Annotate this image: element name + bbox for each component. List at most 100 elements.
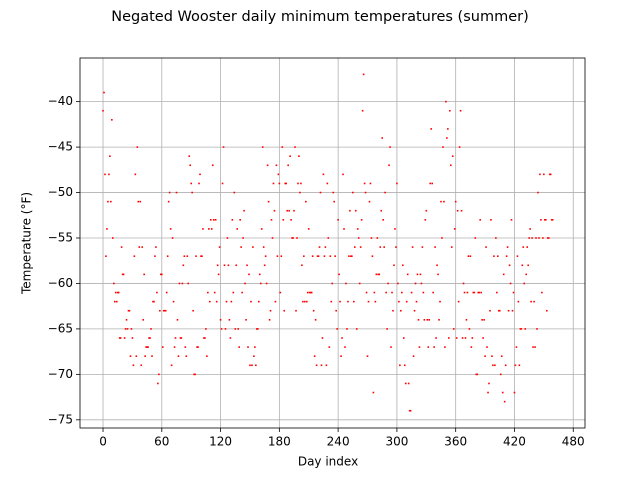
point [305,200,307,203]
point [380,209,383,212]
point [353,300,355,303]
point [251,364,253,367]
point [500,355,503,357]
point [118,337,121,339]
point [539,173,541,176]
point [120,246,123,248]
point [283,309,286,312]
point [440,200,442,203]
point [356,228,359,230]
point [544,219,546,221]
point [445,100,447,103]
point [439,300,441,303]
point [340,355,342,357]
point [243,209,245,212]
point [324,246,327,248]
point [222,146,225,148]
point [156,291,158,294]
point [117,291,120,294]
point [237,328,240,330]
point [508,264,511,267]
point [548,173,551,176]
point [466,291,469,294]
point [409,409,412,412]
point [125,319,128,321]
point [482,337,484,339]
point [207,291,209,294]
point [473,291,476,294]
point [419,273,422,276]
point [122,273,125,276]
point [519,328,522,330]
point [435,337,437,339]
point [128,309,131,312]
point [185,355,188,357]
point [343,228,345,230]
point [400,309,402,312]
point [254,346,256,348]
point [426,319,429,321]
point [263,264,266,267]
point [246,264,248,267]
point [369,182,372,185]
point [240,246,242,248]
point [109,155,111,157]
point [291,237,293,239]
point [189,164,192,167]
point [472,291,475,294]
point [412,355,415,357]
point [547,237,550,239]
point [112,237,114,239]
point [446,137,448,139]
point [236,228,239,230]
point [309,291,312,294]
point [474,237,477,239]
point [513,391,516,394]
x-tick-label: 60 [154,435,169,449]
point [504,364,507,367]
point [485,246,487,248]
point [486,346,488,348]
point [181,282,184,285]
point [518,364,521,367]
point [245,319,247,321]
point [274,300,277,303]
point [268,319,271,321]
point [130,328,133,330]
point [346,328,348,330]
point [441,237,443,239]
point [525,273,528,276]
point [367,300,370,303]
point [194,373,196,376]
point [258,273,261,276]
point [532,346,534,348]
point [344,346,346,348]
point [285,182,288,185]
point [141,246,144,248]
point [320,364,323,367]
point [447,128,449,130]
x-tick-label: 480 [562,435,585,449]
point [168,191,171,194]
point [163,309,166,312]
point [298,155,300,157]
plot-frame [79,57,586,429]
point [358,282,361,285]
point [102,109,104,112]
point [196,346,198,348]
point [496,291,498,294]
point [442,146,444,148]
point [302,300,304,303]
point [460,209,463,212]
point [223,264,226,267]
x-tick-label: 120 [209,435,232,449]
point [259,282,262,285]
point [304,300,306,303]
point [124,328,127,330]
point [151,355,153,357]
point [152,300,154,303]
point [352,191,354,194]
point [199,173,201,176]
point [305,300,308,303]
point [390,346,392,348]
